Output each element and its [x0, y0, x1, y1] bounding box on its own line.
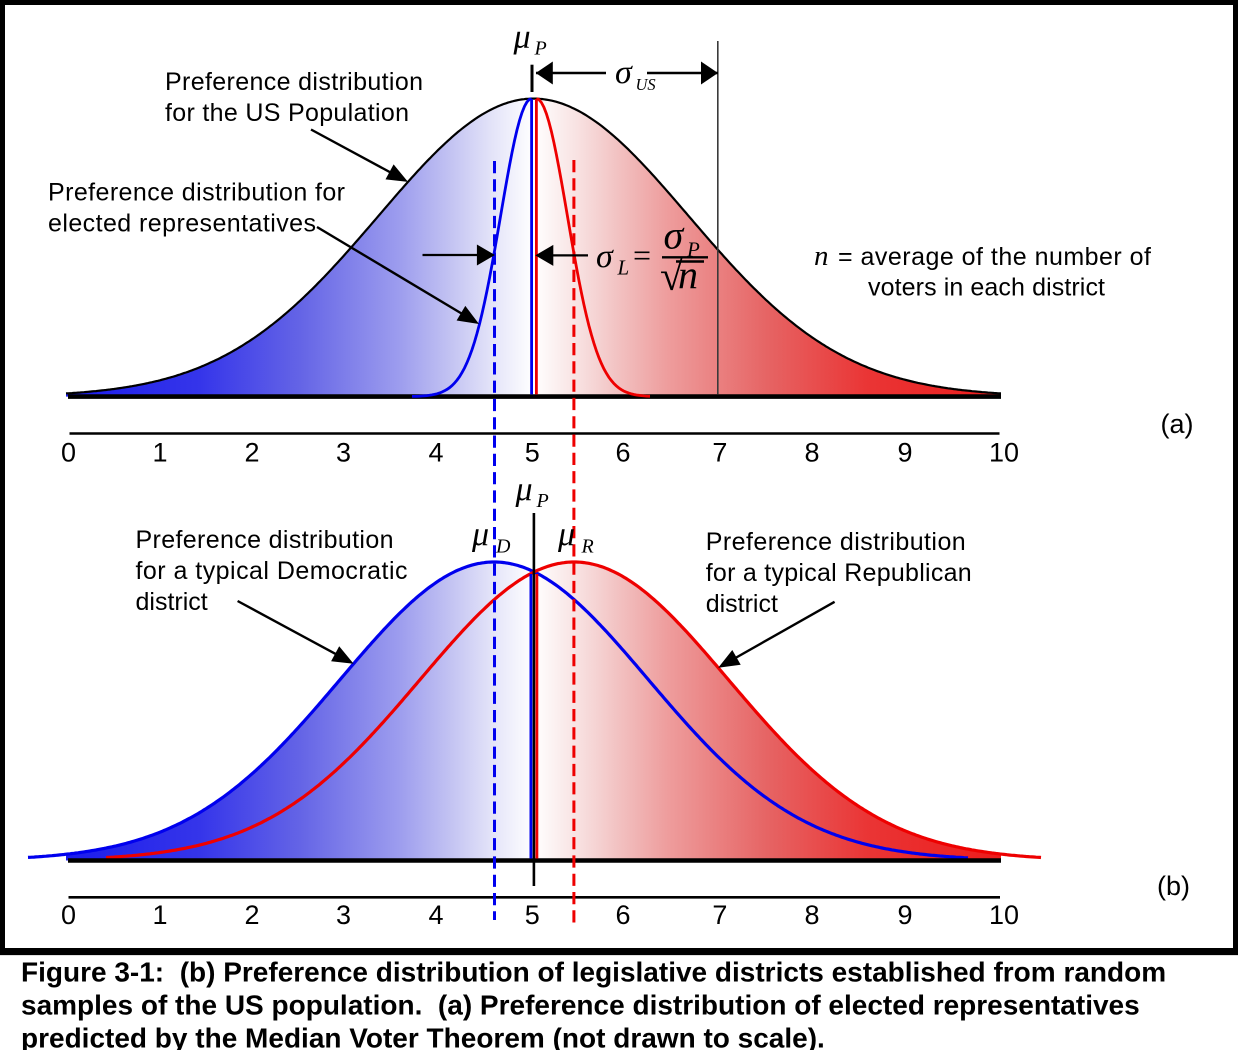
- svg-text:n: n: [814, 240, 829, 272]
- svg-text:=: =: [633, 237, 651, 273]
- svg-text:σ: σ: [664, 213, 685, 258]
- svg-text:σ: σ: [615, 54, 633, 91]
- svg-text:D: D: [495, 536, 511, 558]
- svg-text:μ: μ: [513, 19, 531, 56]
- svg-text:R: R: [581, 536, 594, 558]
- svg-text:for a typical Democratic: for a typical Democratic: [136, 557, 408, 585]
- svg-text:1: 1: [152, 438, 167, 468]
- svg-text:μ: μ: [557, 516, 575, 553]
- svg-text:Preference distribution: Preference distribution: [706, 528, 966, 556]
- svg-text:(b): (b): [1157, 871, 1190, 901]
- svg-text:6: 6: [615, 900, 630, 930]
- svg-text:0: 0: [61, 900, 76, 930]
- svg-text:for a typical Republican: for a typical Republican: [706, 559, 972, 587]
- svg-text:Figure 3-1: (b) Preference di: Figure 3-1: (b) Preference distribution …: [21, 956, 1166, 987]
- svg-text:P: P: [536, 490, 549, 512]
- svg-text:3: 3: [336, 438, 351, 468]
- svg-text:4: 4: [428, 900, 443, 930]
- svg-text:P: P: [686, 238, 700, 262]
- svg-text:(a): (a): [1161, 409, 1194, 439]
- svg-text:8: 8: [804, 900, 819, 930]
- svg-text:P: P: [534, 38, 547, 60]
- svg-text:US: US: [636, 75, 656, 94]
- svg-text:district: district: [136, 588, 208, 616]
- svg-text:Preference distribution for: Preference distribution for: [48, 179, 345, 207]
- svg-text:= average of the number of: = average of the number of: [838, 243, 1151, 271]
- svg-text:voters in each district: voters in each district: [868, 274, 1105, 302]
- svg-text:7: 7: [712, 900, 727, 930]
- svg-text:μ: μ: [515, 471, 533, 508]
- svg-text:7: 7: [712, 438, 727, 468]
- svg-text:district: district: [706, 590, 778, 618]
- svg-text:8: 8: [804, 438, 819, 468]
- svg-text:μ: μ: [471, 516, 489, 553]
- svg-text:n: n: [678, 252, 698, 297]
- svg-text:10: 10: [989, 900, 1019, 930]
- svg-text:for the US Population: for the US Population: [165, 99, 409, 127]
- svg-text:0: 0: [61, 438, 76, 468]
- svg-text:4: 4: [428, 438, 443, 468]
- svg-text:2: 2: [244, 438, 259, 468]
- svg-text:samples of the US population.: samples of the US population. (a) Prefer…: [21, 989, 1140, 1020]
- svg-text:1: 1: [152, 900, 167, 930]
- svg-text:elected representatives: elected representatives: [48, 210, 316, 238]
- svg-text:predicted by the Median Voter: predicted by the Median Voter Theorem (n…: [21, 1022, 825, 1050]
- svg-text:9: 9: [897, 438, 912, 468]
- svg-text:5: 5: [525, 438, 540, 468]
- svg-text:9: 9: [897, 900, 912, 930]
- svg-text:L: L: [617, 256, 630, 280]
- svg-text:σ: σ: [596, 238, 614, 275]
- svg-text:5: 5: [525, 900, 540, 930]
- svg-text:10: 10: [989, 438, 1019, 468]
- svg-text:3: 3: [336, 900, 351, 930]
- svg-text:2: 2: [244, 900, 259, 930]
- svg-text:6: 6: [615, 438, 630, 468]
- svg-text:Preference distribution: Preference distribution: [165, 68, 423, 96]
- svg-text:Preference distribution: Preference distribution: [136, 526, 394, 554]
